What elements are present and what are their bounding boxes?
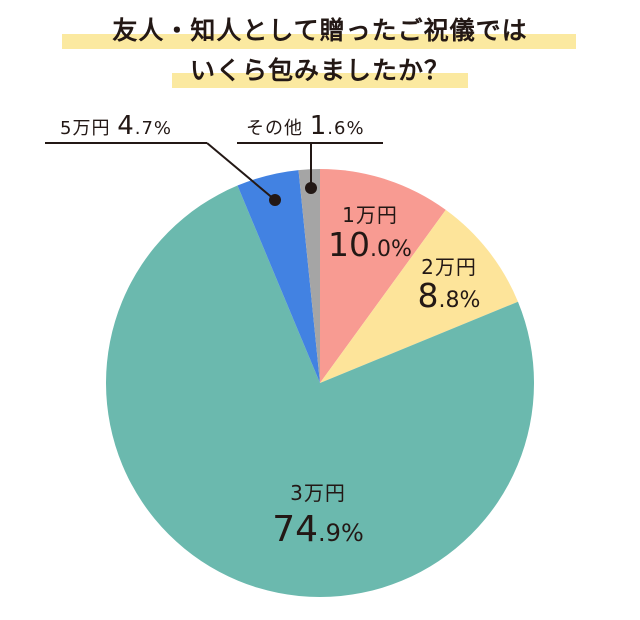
slice-4-wedge: [237, 170, 320, 383]
slice-2-value: 8.8%: [418, 276, 481, 315]
chart-title-line-2: いくら包みましたか？: [189, 56, 450, 85]
slice-3-wedge: [106, 185, 535, 598]
slice-5-leader-dot: [305, 182, 317, 194]
slice-1-value: 10.0%: [328, 225, 412, 264]
slice-2-wedge: [320, 209, 518, 383]
chart-title-line-1: 友人・知人として贈ったご祝儀では: [112, 16, 528, 45]
slice-4-label: 5万円 4.7%: [60, 111, 172, 141]
slice-5-wedge: [298, 169, 320, 383]
slice-4-leader-pointer: [206, 142, 276, 201]
title-highlight-1: [62, 34, 576, 49]
slice-5-label: その他 1.6%: [246, 111, 365, 141]
slice-3-label: 3万円: [290, 481, 346, 505]
slice-3-value: 74.9%: [272, 509, 364, 550]
slice-2-label: 2万円: [421, 255, 477, 279]
pie-slices: [106, 169, 535, 598]
slice-1-wedge: [320, 169, 446, 383]
slice-4-leader-dot: [269, 194, 281, 206]
slice-1-label: 1万円: [342, 203, 398, 227]
title-highlight-2: [172, 73, 468, 88]
leader-lines: [45, 142, 383, 206]
